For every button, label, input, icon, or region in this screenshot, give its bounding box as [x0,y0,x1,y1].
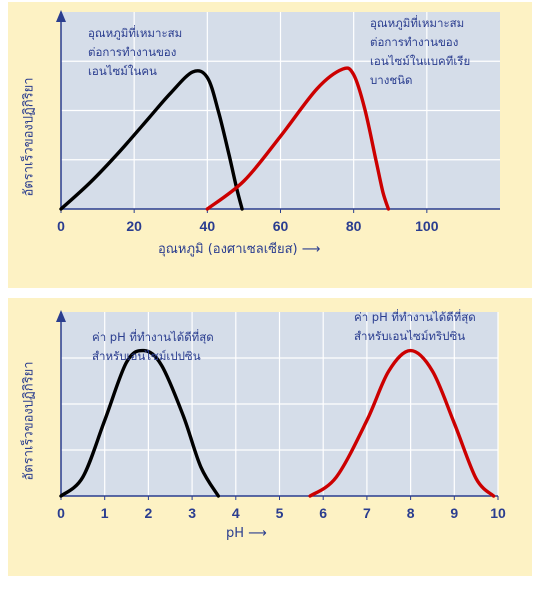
note-line: ค่า pH ที่ทำงานได้ดีที่สุด [92,330,214,344]
chart-temperature: 0 20 40 60 80 100 [56,10,500,234]
series-line-1 [59,348,220,498]
x-tick-label: 60 [273,218,289,234]
x-tick-label: 100 [415,218,439,234]
arrow-right-icon: ⟶ [248,526,267,541]
x-tick-label: 10 [490,505,506,521]
series-line-2 [205,66,391,211]
bacteria-enzyme-note: อุณหภูมิที่เหมาะสม ต่อการทำงานของ เอนไซม… [370,14,470,90]
x-tick-label: 3 [188,505,196,521]
x-tick-label: 4 [232,505,240,521]
note-line: อุณหภูมิที่เหมาะสม [370,16,465,30]
note-line: บางชนิด [370,73,413,87]
y-axis-arrow-icon [56,310,66,322]
chart-panel-temperature: อัตราเร็วของปฏิกิริยา 0 20 40 60 80 100 อุณหภ… [8,2,532,288]
x-axis-title: อุณหภูมิ (องศาเซลเซียส) ⟶ [158,238,320,259]
series-line-2 [308,348,496,498]
x-tick-label: 0 [57,505,65,521]
x-tick-label: 7 [363,505,371,521]
x-axis-title-text: pH [226,526,245,541]
pepsin-note: ค่า pH ที่ทำงานได้ดีที่สุด สำหรับเอนไซม์… [92,328,214,366]
note-line: ต่อการทำงานของ [370,35,459,49]
chart-ph: 0 1 2 3 4 5 6 7 8 9 10 [56,310,506,521]
arrow-right-icon: ⟶ [301,242,321,257]
note-line: เอนไซม์ในแบคทีเรีย [370,54,471,68]
note-line: สำหรับเอนไซม์เปปซิน [92,349,201,363]
x-tick-label: 80 [346,218,362,234]
x-tick-label: 20 [126,218,142,234]
x-tick-label: 6 [319,505,327,521]
x-tick-label: 8 [407,505,415,521]
chart-panel-ph: อัตราเร็วของปฏิกิริยา 0 1 2 3 4 5 6 7 8 9 10 ค่า p… [8,298,532,576]
human-enzyme-note: อุณหภูมิที่เหมาะสม ต่อการทำงานของ เอนไซม… [88,24,182,81]
series-line-1 [59,69,244,211]
trypsin-note: ค่า pH ที่ทำงานได้ดีที่สุด สำหรับเอนไซม์… [354,308,476,346]
note-line: ต่อการทำงานของ [88,45,177,59]
note-line: สำหรับเอนไซม์ทริปซิน [354,329,466,343]
x-tick-label: 2 [145,505,153,521]
note-line: เอนไซม์ในคน [88,64,157,78]
note-line: อุณหภูมิที่เหมาะสม [88,26,183,40]
y-axis-arrow-icon [56,10,66,22]
x-tick-label: 40 [200,218,216,234]
x-axis-title: pH ⟶ [226,526,267,541]
x-tick-label: 0 [57,218,65,234]
note-line: ค่า pH ที่ทำงานได้ดีที่สุด [354,310,476,324]
x-tick-label: 9 [450,505,458,521]
x-axis-title-text: อุณหภูมิ (องศาเซลเซียส) [158,242,298,257]
x-tick-label: 1 [101,505,109,521]
x-tick-label: 5 [276,505,284,521]
